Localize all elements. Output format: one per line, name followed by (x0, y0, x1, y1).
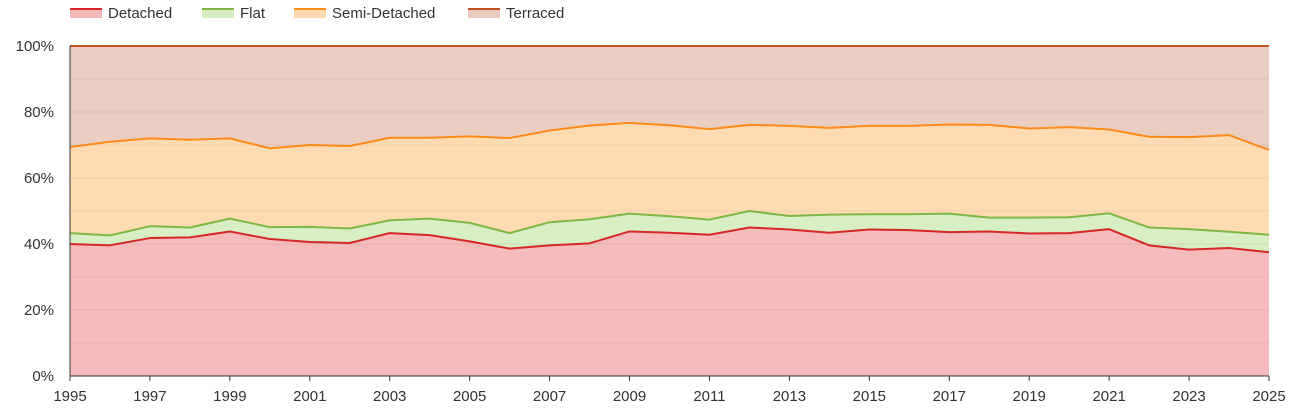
legend-label: Semi-Detached (332, 5, 435, 22)
x-tick-label: 2011 (693, 388, 725, 405)
legend-swatch-fill (70, 8, 102, 18)
y-tick-label: 100% (16, 38, 54, 55)
x-tick-label: 1995 (53, 388, 86, 405)
x-tick-label: 2003 (373, 388, 406, 405)
x-tick-label: 2021 (1092, 388, 1125, 405)
area-detached (70, 227, 1269, 376)
legend-item-semi-detached: Semi-Detached (294, 5, 435, 22)
axes (69, 46, 1269, 377)
x-tick-label: 2007 (533, 388, 566, 405)
x-tick-label: 2015 (853, 388, 886, 405)
y-tick-label: 60% (24, 170, 54, 187)
legend-swatch-fill (202, 8, 234, 18)
x-tick-label: 2001 (293, 388, 326, 405)
line-series-group (69, 45, 1270, 254)
line-semi-detached (69, 121, 1270, 151)
x-tick-label: 1999 (213, 388, 246, 405)
legend-swatch-fill (468, 8, 500, 18)
y-tick-label: 40% (24, 236, 54, 253)
x-tick-label: 2025 (1252, 388, 1285, 405)
legend-label: Flat (240, 5, 266, 22)
legend-item-flat: Flat (202, 5, 266, 22)
legend: Detached Flat Semi-Detached Terraced (70, 5, 564, 22)
legend-item-detached: Detached (70, 5, 172, 22)
y-tick-label: 0% (32, 368, 54, 385)
x-tick-label: 2017 (933, 388, 966, 405)
area-semi-detached (70, 122, 1269, 236)
legend-item-terraced: Terraced (468, 5, 564, 22)
legend-label: Detached (108, 5, 172, 22)
area-series-group (70, 46, 1269, 376)
line-detached (69, 226, 1270, 254)
legend-label: Terraced (506, 5, 564, 22)
x-tick-label: 1997 (133, 388, 166, 405)
y-tick-label: 20% (24, 302, 54, 319)
area-flat (70, 211, 1269, 253)
x-tick-label: 2023 (1172, 388, 1205, 405)
line-flat (69, 210, 1270, 237)
legend-swatch-fill (294, 8, 326, 18)
x-tick-label: 2019 (1013, 388, 1046, 405)
x-axis-tick-labels: 1995 1997 1999 2001 2003 2005 2007 2009 2011 2013… (53, 376, 1286, 405)
y-tick-label: 80% (24, 104, 54, 121)
x-tick-label: 2009 (613, 388, 646, 405)
x-tick-label: 2013 (773, 388, 806, 405)
y-axis-tick-labels: 0% 20% 40% 60% 80% 100% (16, 38, 54, 385)
x-tick-label: 2005 (453, 388, 486, 405)
